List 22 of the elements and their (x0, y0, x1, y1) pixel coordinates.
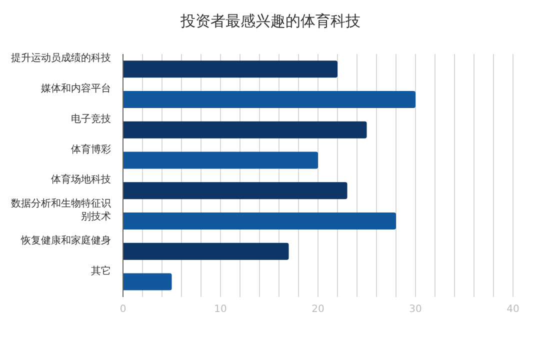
bar (123, 273, 172, 290)
x-tick-label: 10 (214, 304, 227, 316)
bar (123, 182, 348, 200)
x-tick-label: 0 (120, 304, 126, 316)
y-tick-label: 恢复健康和家庭健身 (20, 234, 111, 246)
y-tick-label: 电子竞技 (71, 112, 111, 125)
y-tick-label: 媒体和内容平台 (41, 82, 111, 95)
y-tick-label: 数据分析和生物特征识别技术 (11, 198, 111, 223)
y-tick-label: 体育场地科技 (51, 174, 111, 186)
x-tick-label: 40 (506, 304, 520, 316)
bar (123, 242, 289, 260)
x-tick-label: 30 (409, 304, 422, 316)
chart-title: 投资者最感兴趣的体育科技 (180, 12, 362, 32)
y-tick-label: 提升运动员成绩的科技 (11, 52, 111, 64)
y-tick-label: 体育博彩 (71, 143, 111, 156)
bar (123, 212, 396, 230)
bar (123, 152, 318, 169)
bar (123, 91, 416, 108)
y-tick-label: 其它 (91, 264, 111, 277)
bar (123, 121, 367, 138)
bar (123, 60, 338, 78)
x-tick-label: 20 (312, 304, 324, 316)
